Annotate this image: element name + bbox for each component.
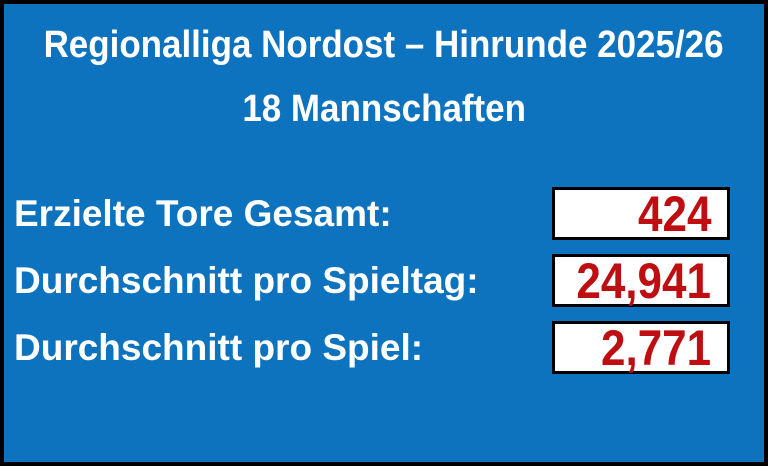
stat-label: Erzielte Tore Gesamt: (14, 193, 392, 234)
card-title-text: Regionalliga Nordost – Hinrunde 2025/26 (44, 24, 724, 66)
stat-label: Durchschnitt pro Spieltag: (14, 260, 479, 301)
stats-list: Erzielte Tore Gesamt: 424 Durchschnitt p… (14, 187, 730, 374)
card-subtitle-text: 18 Mannschaften (242, 88, 526, 130)
stat-row-avg-per-matchday: Durchschnitt pro Spieltag: 24,941 (14, 254, 730, 307)
stat-value: 24,941 (576, 252, 711, 309)
stat-value-box: 24,941 (552, 254, 730, 307)
card-subtitle: 18 Mannschaften (4, 90, 764, 128)
stat-value: 424 (637, 185, 711, 242)
stat-value-box: 424 (552, 187, 730, 240)
stat-label: Durchschnitt pro Spiel: (14, 327, 424, 368)
card-title: Regionalliga Nordost – Hinrunde 2025/26 (4, 26, 764, 64)
stat-row-avg-per-match: Durchschnitt pro Spiel: 2,771 (14, 321, 730, 374)
stat-value: 2,771 (600, 319, 711, 376)
stat-value-box: 2,771 (552, 321, 730, 374)
stat-row-total-goals: Erzielte Tore Gesamt: 424 (14, 187, 730, 240)
